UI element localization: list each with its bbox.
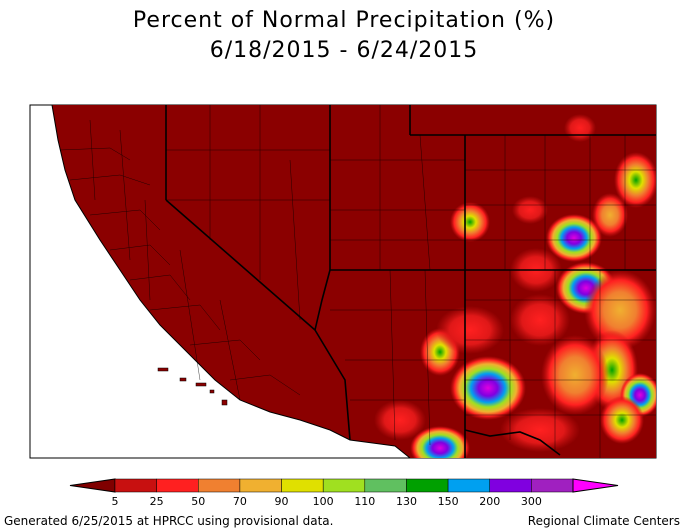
legend-swatch bbox=[198, 478, 241, 493]
legend-label: 130 bbox=[396, 495, 417, 508]
state-borders bbox=[165, 105, 656, 458]
legend-label: 100 bbox=[313, 495, 334, 508]
coastline bbox=[51, 104, 411, 459]
channel-islands bbox=[157, 367, 228, 406]
legend-arrow-high bbox=[572, 478, 619, 493]
legend-swatch bbox=[489, 478, 532, 493]
legend-swatch bbox=[156, 478, 199, 493]
legend-swatch bbox=[114, 478, 157, 493]
legend-label: 90 bbox=[275, 495, 289, 508]
legend-swatch bbox=[406, 478, 449, 493]
legend-swatch bbox=[281, 478, 324, 493]
legend-swatch bbox=[364, 478, 407, 493]
date-range: 6/18/2015 - 6/24/2015 bbox=[209, 38, 479, 63]
legend-label: 50 bbox=[191, 495, 205, 508]
legend-swatch bbox=[531, 478, 574, 493]
legend-swatch bbox=[447, 478, 490, 493]
legend-arrow-low bbox=[69, 478, 116, 493]
legend-label: 300 bbox=[521, 495, 542, 508]
map-title: Percent of Normal Precipitation (%) bbox=[132, 8, 556, 33]
legend-label: 110 bbox=[354, 495, 375, 508]
legend-swatch bbox=[239, 478, 282, 493]
legend-label: 70 bbox=[233, 495, 247, 508]
source-credit: Regional Climate Centers bbox=[527, 514, 680, 528]
legend-label: 25 bbox=[150, 495, 164, 508]
legend-label: 5 bbox=[112, 495, 119, 508]
legend-swatch bbox=[322, 478, 366, 493]
legend-label: 200 bbox=[479, 495, 500, 508]
generated-note: Generated 6/25/2015 at HPRCC using provi… bbox=[4, 514, 334, 528]
legend-label: 150 bbox=[438, 495, 459, 508]
county-borders bbox=[59, 105, 656, 458]
